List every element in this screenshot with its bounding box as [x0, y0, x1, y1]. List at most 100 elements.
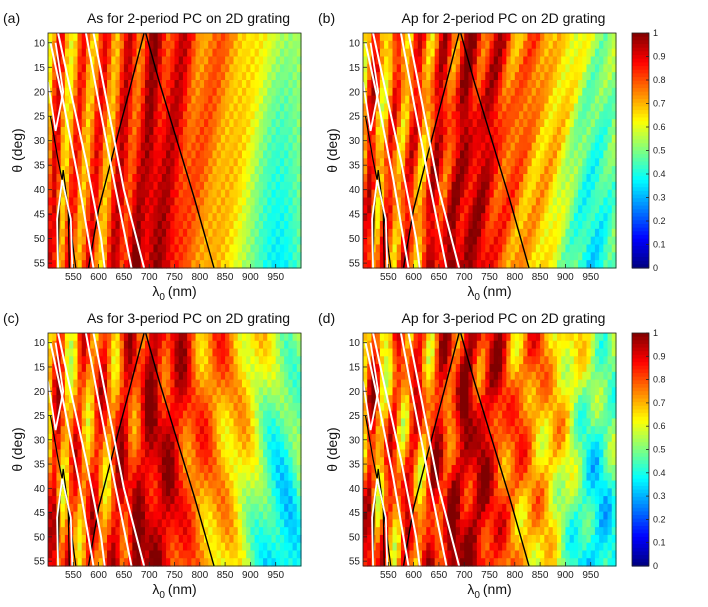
heatmap-cell: [430, 80, 436, 89]
heatmap-cell: [413, 244, 419, 253]
heatmap-cell: [208, 340, 214, 350]
heatmap-cell: [174, 181, 180, 191]
heatmap-cell: [250, 80, 256, 89]
heatmap-cell: [157, 87, 163, 97]
heatmap-cell: [140, 174, 146, 183]
heatmap-cell: [119, 228, 125, 238]
heatmap-cell: [161, 449, 167, 458]
heatmap-cell: [149, 95, 155, 105]
heatmap-cell: [565, 142, 571, 152]
heatmap-cell: [225, 371, 230, 381]
heatmap-cell: [569, 64, 575, 73]
heatmap-cell: [586, 103, 592, 112]
heatmap-cell: [77, 213, 83, 222]
heatmap-cell: [191, 480, 197, 489]
heatmap-cell: [459, 244, 465, 253]
heatmap-cell: [468, 95, 474, 105]
heatmap-cell: [64, 511, 70, 520]
heatmap-cell: [48, 465, 53, 474]
heatmap-cell: [73, 449, 79, 458]
heatmap-cell: [459, 119, 465, 128]
heatmap-cell: [60, 496, 66, 505]
heatmap-cell: [464, 95, 470, 105]
heatmap-cell: [296, 236, 302, 246]
heatmap-cell: [363, 103, 368, 112]
heatmap-cell: [258, 244, 264, 253]
heatmap-cell: [263, 103, 268, 112]
heatmap-cell: [400, 64, 406, 73]
heatmap-cell: [115, 480, 121, 489]
heatmap-cell: [64, 64, 70, 73]
heatmap-cell: [56, 119, 62, 128]
heatmap-cell: [69, 189, 74, 199]
heatmap-cell: [149, 205, 155, 214]
heatmap-cell: [241, 87, 247, 97]
heatmap-cell: [485, 197, 491, 206]
heatmap-cell: [144, 371, 150, 381]
heatmap-cell: [417, 48, 423, 58]
heatmap-cell: [288, 56, 294, 65]
heatmap-cell: [447, 197, 453, 206]
heatmap-cell: [434, 80, 440, 89]
heatmap-cell: [225, 189, 230, 199]
heatmap-cell: [237, 64, 243, 73]
heatmap-cell: [123, 480, 129, 489]
heatmap-cell: [489, 189, 495, 199]
heatmap-cell: [182, 228, 188, 238]
heatmap-cell: [140, 48, 146, 58]
heatmap-cell: [187, 441, 192, 451]
heatmap-cell: [497, 119, 503, 128]
heatmap-cell: [426, 72, 432, 81]
heatmap-cell: [296, 221, 302, 230]
heatmap-cell: [405, 87, 410, 97]
heatmap-cell: [119, 387, 125, 396]
heatmap-cell: [225, 496, 230, 505]
heatmap-cell: [225, 228, 230, 238]
heatmap-cell: [258, 174, 264, 183]
heatmap-cell: [149, 519, 155, 528]
heatmap-cell: [195, 244, 201, 253]
heatmap-cell: [60, 542, 66, 552]
heatmap-cell: [94, 379, 100, 388]
heatmap-cell: [426, 48, 432, 58]
heatmap-cell: [73, 119, 79, 128]
heatmap-cell: [107, 103, 112, 112]
heatmap-cell: [149, 387, 155, 396]
heatmap-cell: [199, 433, 205, 443]
heatmap-cell: [212, 64, 218, 73]
heatmap-cell: [195, 395, 201, 404]
heatmap-cell: [111, 87, 117, 97]
heatmap-cell: [102, 550, 108, 559]
heatmap-cell: [90, 252, 95, 261]
heatmap-cell: [267, 134, 273, 144]
heatmap-cell: [123, 433, 129, 443]
heatmap-cell: [90, 441, 95, 451]
heatmap-cell: [535, 197, 541, 206]
heatmap-cell: [204, 387, 209, 396]
heatmap-cell: [149, 558, 155, 567]
heatmap-cell: [216, 189, 222, 199]
heatmap-cell: [90, 433, 95, 443]
heatmap-cell: [102, 95, 108, 105]
heatmap-cell: [73, 488, 79, 497]
heatmap-cell: [85, 127, 91, 136]
heatmap-cell: [115, 64, 121, 73]
heatmap-cell: [69, 111, 74, 120]
heatmap-cell: [136, 503, 142, 513]
heatmap-cell: [191, 134, 197, 144]
heatmap-cell: [136, 426, 142, 435]
heatmap-cell: [237, 181, 243, 191]
heatmap-cell: [187, 64, 192, 73]
heatmap-cell: [246, 64, 251, 73]
heatmap-cell: [476, 158, 482, 167]
heatmap-cell: [594, 260, 600, 269]
heatmap-cell: [220, 449, 226, 458]
heatmap-cell: [56, 166, 62, 175]
heatmap-cell: [85, 150, 91, 159]
heatmap-cell: [174, 228, 180, 238]
heatmap-cell: [182, 95, 188, 105]
heatmap-cell: [212, 189, 218, 199]
heatmap-cell: [472, 48, 478, 58]
heatmap-cell: [502, 40, 507, 50]
heatmap-cell: [170, 503, 176, 513]
